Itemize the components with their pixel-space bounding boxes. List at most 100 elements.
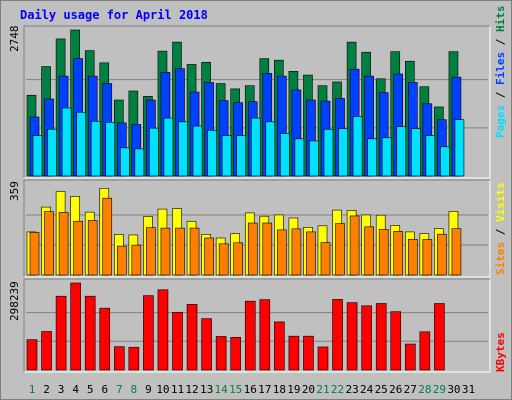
bar-pages-day-11 [178, 121, 188, 177]
day-label: 24 [360, 383, 374, 396]
day-label: 20 [302, 383, 315, 396]
bar-pages-day-23 [352, 116, 363, 177]
bar-pages-day-20 [309, 140, 319, 177]
legend-hits: Hits [494, 6, 507, 33]
day-label: 7 [116, 383, 123, 396]
bar-sites-day-6 [102, 197, 113, 276]
bar-pages-day-3 [61, 107, 72, 177]
bar-kbytes-day-9 [143, 295, 154, 371]
legend-files: Files [494, 52, 507, 85]
day-label: 25 [375, 383, 388, 396]
bar-kbytes-day-15 [230, 337, 241, 371]
bar-sites-day-7 [117, 245, 127, 276]
bar-sites-day-4 [73, 220, 83, 276]
day-labels: 1 2 3 4 5 6 7 8 9 10 11 12 13 14 15 16 17 18 19 20 21 22 23 24 2… [29, 383, 475, 396]
day-label: 18 [273, 383, 286, 396]
bar-sites-day-2 [44, 211, 54, 276]
bar-sites-day-10 [160, 227, 171, 276]
bar-pages-day-9 [149, 127, 159, 177]
bar-kbytes-day-22 [332, 299, 343, 371]
legend-pages: Pages [494, 105, 507, 138]
bar-kbytes-day-20 [303, 335, 314, 371]
bar-pages-day-22 [338, 128, 348, 177]
day-label: 17 [258, 383, 271, 396]
day-label: 2 [43, 383, 50, 396]
hits_panel-edge [23, 25, 490, 178]
day-label: 11 [171, 383, 184, 396]
bar-pages-day-13 [207, 130, 217, 177]
bar-sites-day-3 [58, 212, 69, 276]
bar-kbytes-day-28 [419, 331, 431, 371]
bar-kbytes-day-5 [84, 295, 96, 371]
day-label: 4 [72, 383, 79, 396]
kbytes-max-label: 298239 [8, 281, 21, 321]
chart-title: Daily usage for April 2018 [20, 8, 208, 22]
bar-pages-day-14 [221, 135, 232, 177]
bar-pages-day-28 [425, 135, 436, 177]
bar-pages-day-12 [192, 125, 203, 177]
bar-sites-day-29 [437, 233, 447, 276]
visits_panel-edge [23, 179, 490, 277]
bar-kbytes-day-11 [172, 311, 183, 371]
bar-kbytes-day-24 [361, 305, 372, 371]
bar-pages-day-1 [32, 135, 43, 177]
bar-kbytes-day-27 [404, 343, 416, 371]
chart-bars [26, 29, 465, 371]
day-label: 3 [58, 383, 65, 396]
legend-sites: Sites [494, 242, 507, 275]
legend-separator: / [494, 222, 507, 242]
day-label: 29 [433, 383, 446, 396]
day-label: 12 [185, 383, 198, 396]
day-label: 10 [156, 383, 169, 396]
kbytes_panel-edge [23, 278, 490, 372]
bar-kbytes-day-21 [317, 346, 329, 371]
day-label: 1 [29, 383, 36, 396]
bar-pages-day-2 [47, 128, 57, 177]
bar-kbytes-day-26 [390, 311, 402, 371]
legend-visits: Visits [494, 182, 507, 222]
day-label: 6 [101, 383, 108, 396]
bar-sites-day-24 [364, 226, 374, 276]
day-label: 26 [389, 383, 402, 396]
day-label: 27 [404, 383, 417, 396]
bar-kbytes-day-25 [375, 303, 387, 371]
bar-pages-day-10 [163, 117, 174, 177]
bar-pages-day-7 [120, 147, 130, 177]
bar-kbytes-day-17 [259, 299, 271, 371]
bar-kbytes-day-12 [186, 304, 198, 371]
bar-kbytes-day-16 [244, 300, 256, 371]
bar-pages-day-4 [76, 111, 86, 177]
bar-sites-day-15 [233, 242, 243, 276]
bar-pages-day-6 [105, 122, 116, 177]
bar-pages-day-26 [396, 126, 407, 177]
day-label: 13 [200, 383, 213, 396]
bar-sites-day-22 [335, 223, 345, 276]
day-label: 15 [229, 383, 242, 396]
bar-kbytes-day-13 [201, 318, 212, 371]
bar-pages-day-15 [236, 135, 246, 177]
bar-sites-day-30 [451, 228, 462, 276]
day-label: 16 [244, 383, 257, 396]
kbytes-legend: KBytes [494, 332, 507, 372]
bar-sites-day-9 [146, 227, 156, 276]
day-label: 21 [316, 383, 329, 396]
bar-kbytes-day-6 [99, 307, 111, 371]
bar-pages-day-27 [410, 128, 421, 177]
bar-pages-day-18 [280, 133, 290, 177]
bar-sites-day-25 [378, 229, 389, 276]
bar-sites-day-8 [131, 244, 142, 276]
bar-pages-day-5 [90, 120, 101, 177]
day-label: 22 [331, 383, 344, 396]
bar-kbytes-day-3 [55, 295, 67, 371]
day-label: 30 [447, 383, 460, 396]
bar-sites-day-28 [422, 239, 433, 276]
bar-sites-day-21 [320, 242, 331, 276]
bar-pages-day-17 [265, 121, 276, 177]
day-label: 8 [131, 383, 138, 396]
visits-max-label: 359 [8, 181, 21, 201]
bar-sites-day-12 [189, 227, 200, 276]
bar-sites-day-23 [349, 215, 360, 276]
day-label: 5 [87, 383, 94, 396]
bar-kbytes-day-19 [288, 335, 300, 371]
bar-kbytes-day-18 [274, 321, 285, 371]
